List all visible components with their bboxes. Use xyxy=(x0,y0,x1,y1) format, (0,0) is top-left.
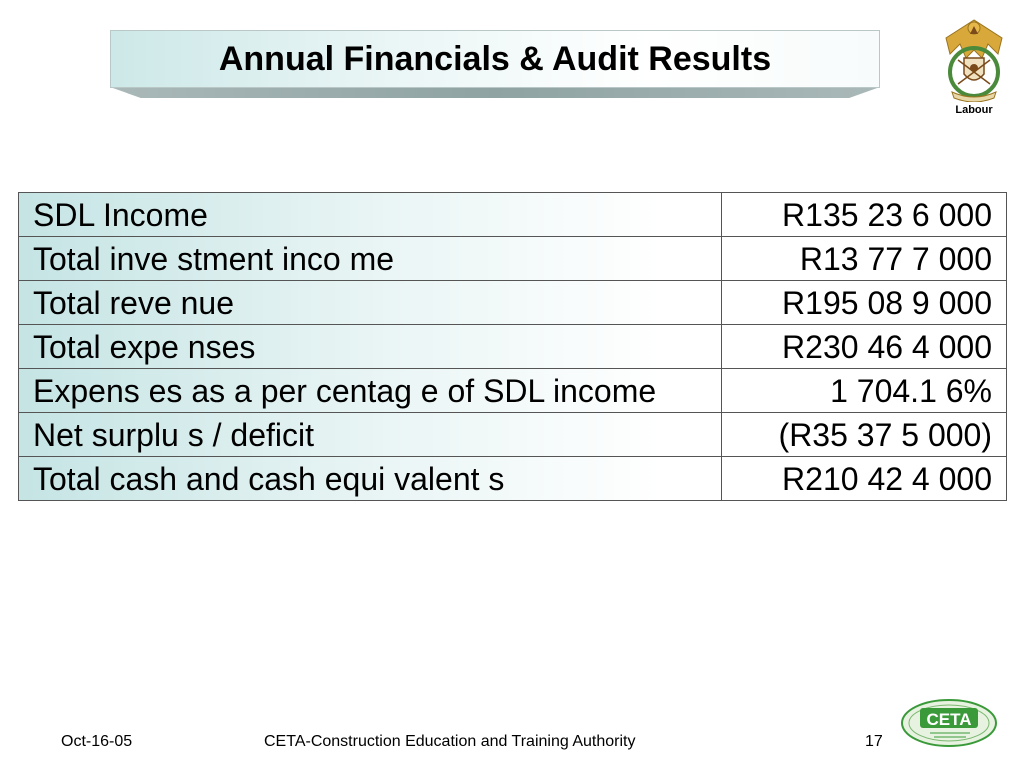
table-row: SDL Income R135 23 6 000 xyxy=(18,192,1007,237)
row-label: SDL Income xyxy=(18,192,722,237)
row-label: Total cash and cash equi valent s xyxy=(18,456,722,501)
table-row: Total inve stment inco me R13 77 7 000 xyxy=(18,236,1007,281)
title-banner: Annual Financials & Audit Results xyxy=(110,30,880,98)
row-value: R210 42 4 000 xyxy=(721,456,1007,501)
slide-title: Annual Financials & Audit Results xyxy=(218,39,772,78)
row-label: Total inve stment inco me xyxy=(18,236,722,281)
row-label: Total expe nses xyxy=(18,324,722,369)
ceta-logo-icon: CETA xyxy=(901,699,997,747)
ceta-logo-text: CETA xyxy=(926,710,971,729)
coat-of-arms-icon xyxy=(945,19,1003,103)
footer-organization: CETA-Construction Education and Training… xyxy=(264,733,636,750)
title-banner-shadow xyxy=(110,87,880,98)
title-banner-face: Annual Financials & Audit Results xyxy=(110,30,880,88)
table-row: Total expe nses R230 46 4 000 xyxy=(18,324,1007,369)
logo-label: Labour xyxy=(955,104,993,116)
table-row: Expens es as a per centag e of SDL incom… xyxy=(18,368,1007,413)
row-label: Expens es as a per centag e of SDL incom… xyxy=(18,368,722,413)
footer-page-number: 17 xyxy=(865,733,883,750)
footer-date: Oct-16-05 xyxy=(61,733,133,750)
financials-table: SDL Income R135 23 6 000 Total inve stme… xyxy=(18,192,1007,501)
row-value: (R35 37 5 000) xyxy=(721,412,1007,457)
ceta-logo: CETA xyxy=(900,698,998,748)
row-value: 1 704.1 6% xyxy=(721,368,1007,413)
row-label: Total reve nue xyxy=(18,280,722,325)
table-row: Total cash and cash equi valent s R210 4… xyxy=(18,456,1007,501)
row-value: R230 46 4 000 xyxy=(721,324,1007,369)
row-value: R13 77 7 000 xyxy=(721,236,1007,281)
row-label: Net surplu s / deficit xyxy=(18,412,722,457)
table-row: Net surplu s / deficit (R35 37 5 000) xyxy=(18,412,1007,457)
table-row: Total reve nue R195 08 9 000 xyxy=(18,280,1007,325)
row-value: R195 08 9 000 xyxy=(721,280,1007,325)
coat-of-arms-logo: Labour xyxy=(936,14,1012,120)
row-value: R135 23 6 000 xyxy=(721,192,1007,237)
